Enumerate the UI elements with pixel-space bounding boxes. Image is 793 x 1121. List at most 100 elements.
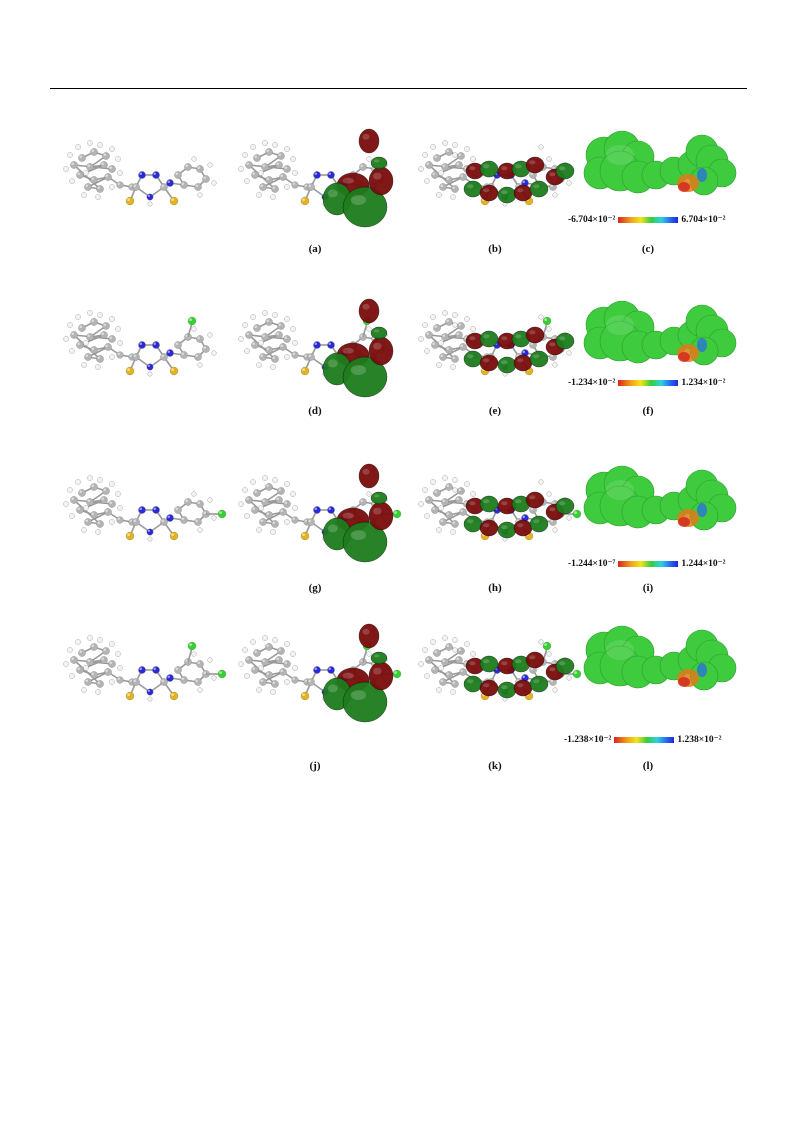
- hydrogen-atom: [450, 364, 456, 370]
- nitrogen-atom: [166, 674, 174, 682]
- carbon-atom: [277, 647, 285, 655]
- sulfur-atom: [125, 366, 135, 376]
- orbital-lobe-negative: [513, 519, 533, 537]
- hydrogen-atom: [258, 340, 264, 346]
- chlorine-atom: [542, 316, 552, 326]
- hydrogen-atom: [67, 152, 73, 158]
- carbon-atom: [259, 183, 267, 191]
- carbon-atom: [194, 353, 202, 361]
- sulfur-atom: [300, 691, 310, 701]
- nitrogen-atom: [152, 666, 160, 674]
- hydrogen-atom: [95, 194, 101, 200]
- carbon-atom: [455, 656, 463, 664]
- carbon-atom: [76, 171, 84, 179]
- carbon-atom: [84, 678, 92, 686]
- carbon-atom: [90, 176, 98, 184]
- carbon-atom: [275, 656, 283, 664]
- carbon-atom: [76, 666, 84, 674]
- lumo-orbital-svg: [418, 310, 575, 377]
- hydrogen-atom: [117, 170, 123, 176]
- hydrogen-atom: [566, 180, 572, 186]
- orbital-lobe-negative: [358, 128, 380, 154]
- carbon-atom: [439, 518, 447, 526]
- hydrogen-atom: [270, 529, 276, 535]
- nitrogen-atom: [166, 349, 174, 357]
- carbon-atom: [459, 343, 467, 351]
- hydrogen-atom: [546, 326, 552, 332]
- nitrogen-atom: [327, 341, 335, 349]
- orbital-lobe-positive: [370, 326, 388, 340]
- hydrogen-atom: [552, 192, 558, 198]
- esp-panel: [580, 460, 750, 580]
- carbon-atom: [451, 355, 459, 363]
- hydrogen-atom: [211, 350, 217, 356]
- carbon-atom: [265, 176, 273, 184]
- carbon-atom: [104, 668, 112, 676]
- nitrogen-atom: [327, 506, 335, 514]
- orbital-lobe-positive: [479, 330, 499, 348]
- orbital-lobe-positive: [342, 681, 388, 723]
- hydrogen-atom: [290, 156, 296, 162]
- orbital-lobe-positive: [463, 350, 483, 368]
- sulfur-atom: [300, 531, 310, 541]
- hydrogen-atom: [366, 651, 372, 657]
- homo-orbital-svg: [238, 463, 402, 563]
- carbon-atom: [261, 498, 269, 506]
- carbon-atom: [445, 643, 453, 651]
- structure-panel: [60, 620, 230, 740]
- carbon-atom: [102, 647, 110, 655]
- hydrogen-atom: [242, 322, 248, 328]
- hydrogen-atom: [422, 152, 428, 158]
- carbon-atom: [455, 496, 463, 504]
- hydrogen-atom: [262, 140, 268, 146]
- hydrogen-atom: [211, 180, 217, 186]
- carbon-atom: [271, 680, 279, 688]
- hydrogen-atom: [538, 479, 544, 485]
- homo-orbital-svg: [238, 623, 402, 723]
- orbital-lobe-positive: [479, 655, 499, 673]
- nitrogen-atom: [138, 341, 146, 349]
- orbital-lobe-positive: [479, 495, 499, 513]
- hydrogen-atom: [109, 146, 115, 152]
- esp-color-scale: -6.704×10⁻² 6.704×10⁻²: [568, 214, 725, 225]
- sulfur-atom: [169, 366, 179, 376]
- carbon-atom: [132, 353, 140, 361]
- hydrogen-atom: [366, 326, 372, 332]
- carbon-atom: [78, 649, 86, 657]
- nitrogen-atom: [313, 341, 321, 349]
- hydrogen-atom: [115, 326, 121, 332]
- orbital-lobe-positive: [370, 156, 388, 170]
- carbon-atom: [160, 678, 168, 686]
- hydrogen-atom: [262, 635, 268, 641]
- carbon-atom: [279, 668, 287, 676]
- scale-gradient: [614, 736, 675, 743]
- carbon-atom: [253, 324, 261, 332]
- orbital-lobe-positive: [463, 675, 483, 693]
- hydrogen-atom: [238, 661, 244, 667]
- homo-panel: [235, 125, 405, 245]
- hydrogen-atom: [95, 529, 101, 535]
- structure-panel: [60, 125, 230, 245]
- carbon-atom: [457, 487, 465, 495]
- scale-max-label: 6.704×10⁻²: [681, 215, 726, 225]
- carbon-atom: [90, 511, 98, 519]
- hydrogen-atom: [430, 479, 436, 485]
- orbital-lobe-negative: [368, 336, 394, 366]
- hydrogen-atom: [242, 487, 248, 493]
- carbon-atom: [451, 185, 459, 193]
- nitrogen-atom: [166, 179, 174, 187]
- orbital-lobe-negative: [368, 501, 394, 531]
- hydrogen-atom: [197, 687, 203, 693]
- carbon-atom: [439, 183, 447, 191]
- carbon-atom: [96, 355, 104, 363]
- hydrogen-atom: [430, 314, 436, 320]
- hydrogen-atom: [242, 152, 248, 158]
- hydrogen-atom: [83, 340, 89, 346]
- carbon-atom: [174, 171, 182, 179]
- carbon-atom: [174, 341, 182, 349]
- homo-orbital-svg: [238, 298, 394, 398]
- carbon-atom: [455, 331, 463, 339]
- carbon-atom: [275, 161, 283, 169]
- carbon-atom: [196, 335, 204, 343]
- orbital-lobe-positive: [555, 657, 575, 675]
